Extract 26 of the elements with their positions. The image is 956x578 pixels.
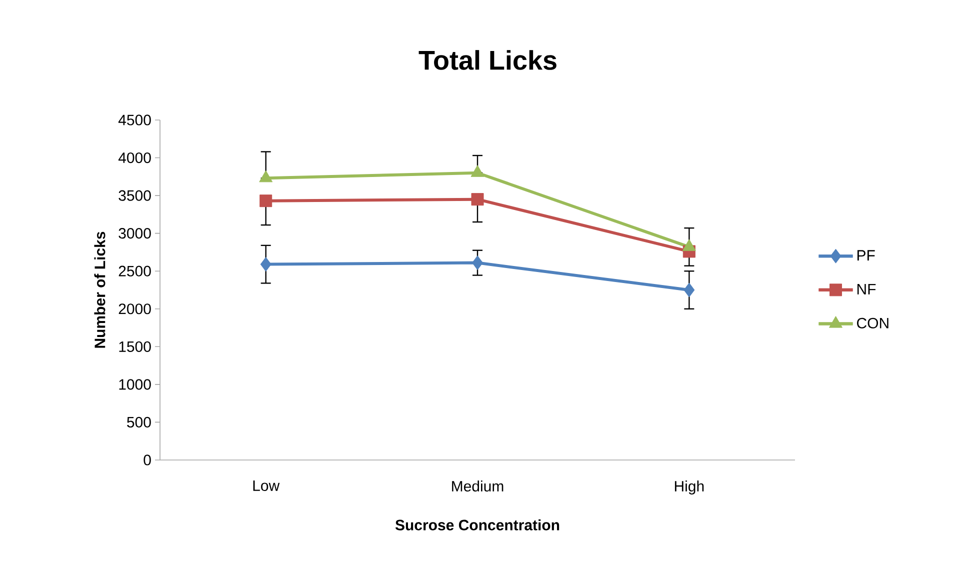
chart-title: Total Licks (418, 50, 556, 70)
point (472, 256, 483, 270)
x-tick-label: High (674, 480, 704, 494)
point (260, 194, 272, 208)
y-tick-label: 3000 (118, 228, 151, 239)
y-tick-label: 0 (144, 454, 151, 466)
x-tick-label: Medium (452, 480, 504, 492)
y-tick-label: 3500 (118, 190, 151, 201)
y-tick-label: 1500 (119, 341, 151, 352)
point (471, 193, 484, 206)
y-tick-label: 1000 (119, 379, 151, 390)
x-tick-label: Low (253, 480, 280, 491)
legend-label: PF (857, 250, 875, 261)
y-tick-label: 500 (127, 416, 151, 428)
y-tick-label: 2500 (118, 266, 151, 276)
legend-label: CON (857, 318, 888, 328)
y-tick-label: 4000 (118, 152, 151, 164)
point (259, 170, 273, 182)
legend-label: NF (857, 284, 876, 294)
point (470, 165, 484, 177)
x-axis-title: Sucrose Concentration (395, 519, 560, 530)
y-axis-title: Number of Licks (94, 232, 106, 348)
y-tick-label: 4500 (118, 114, 151, 126)
y-tick-label: 2000 (118, 304, 151, 314)
point (260, 257, 272, 272)
point (684, 282, 695, 298)
